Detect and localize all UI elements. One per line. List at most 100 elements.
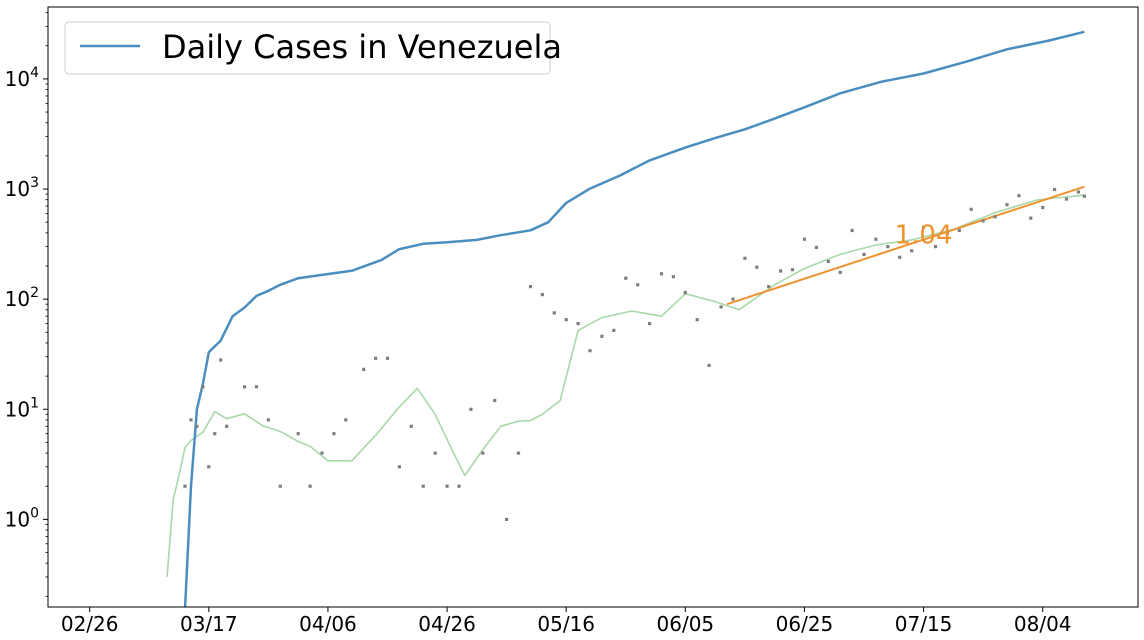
legend-label: Daily Cases in Venezuela [162,28,562,66]
plot-frame [47,6,1139,608]
data-point [278,484,282,488]
data-point [528,285,533,289]
data-point [493,398,497,403]
series-line-smoothed [166,194,1085,577]
data-point [296,432,300,436]
x-tick-label: 03/17 [180,612,238,636]
data-point [201,385,205,389]
x-tick-label: 04/06 [299,612,357,636]
data-point [636,283,640,287]
data-point [225,424,229,428]
data-point [790,268,795,272]
data-point [445,484,449,488]
data-point [910,249,914,253]
legend: Daily Cases in Venezuela [64,21,562,75]
data-point [505,517,509,521]
x-tick-label: 06/05 [657,612,715,636]
data-point [1082,194,1086,198]
data-point [886,245,890,249]
x-tick-label: 02/26 [61,612,119,636]
data-point [1064,197,1069,201]
data-point [624,276,628,280]
y-tick-label: 100 [5,505,39,531]
data-point [421,484,425,488]
y-tick-label: 104 [5,65,39,91]
data-point [933,245,938,249]
data-point [362,367,366,371]
data-point [922,225,926,229]
data-point [814,245,818,249]
data-point [564,318,568,322]
data-point [219,358,223,362]
y-tick-label: 102 [5,285,39,311]
data-point [183,484,187,488]
data-point [755,265,759,269]
data-point [540,293,544,297]
data-point [648,322,652,326]
series-line-fit [726,185,1085,306]
data-point [457,484,461,488]
y-tick-label: 103 [5,175,39,201]
data-point [189,418,193,422]
data-point [826,259,830,263]
points-layer [183,187,1086,521]
y-axis: 100 101 102 103 104 [5,12,48,597]
data-point [767,285,771,289]
data-point [743,256,747,260]
data-point [1029,216,1033,220]
data-point [981,219,985,223]
data-point [802,237,806,241]
data-point [266,418,270,422]
data-point [433,451,437,455]
data-point [600,334,604,338]
data-point [707,363,711,367]
series-layer [166,30,1085,607]
x-tick-label: 07/15 [895,612,953,636]
data-point [1017,194,1021,198]
data-point [683,290,687,295]
fit-annotation: 1.04 [895,221,953,251]
data-point [576,322,580,326]
annotation-layer: 1.04 [895,221,953,251]
data-point [320,451,324,455]
data-point [374,356,378,360]
data-point [862,252,866,256]
data-point [308,484,312,488]
x-tick-label: 08/04 [1014,612,1072,636]
data-point [409,424,413,428]
data-point [1005,203,1009,207]
data-point [779,269,783,273]
data-point [945,231,949,235]
data-point [719,305,723,309]
data-point [993,215,997,219]
data-point [659,272,664,276]
data-point [957,228,961,233]
data-point [1053,187,1057,192]
series-line-cumulative [183,30,1085,607]
data-point [612,328,616,332]
data-point [874,237,878,241]
data-point [469,407,473,411]
data-point [243,385,247,389]
data-point [332,432,336,436]
data-point [969,207,973,211]
data-point [195,424,199,428]
data-point [838,270,842,274]
data-point [207,465,211,469]
data-point [898,255,902,259]
data-point [1041,205,1045,210]
data-point [552,311,556,315]
data-point [213,432,217,436]
x-tick-label: 06/25 [776,612,834,636]
y-tick-label: 101 [5,395,39,421]
data-point [1076,190,1080,194]
data-point [516,451,521,455]
data-point [588,349,592,353]
data-point [254,385,259,389]
data-point [671,275,675,279]
data-point [344,418,348,422]
x-axis: 02/26 03/17 04/06 04/26 05/16 06/05 06/25 07/15… [61,607,1072,636]
x-tick-label: 05/16 [537,612,595,636]
